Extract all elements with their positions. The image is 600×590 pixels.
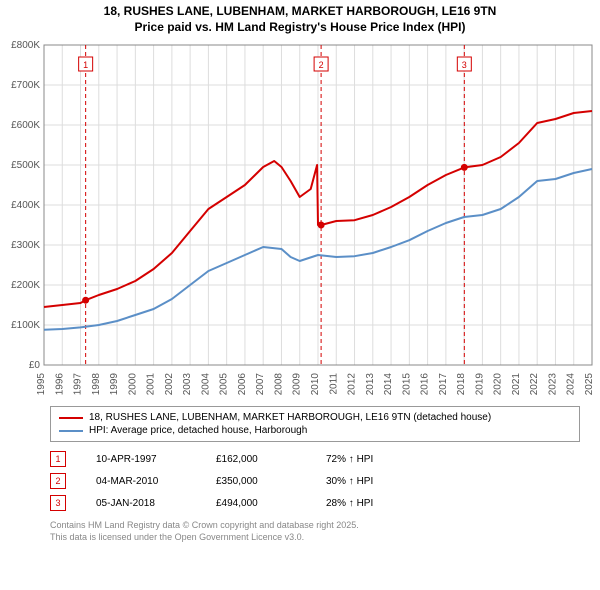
footer-line1: Contains HM Land Registry data © Crown c… <box>50 520 580 532</box>
svg-text:1996: 1996 <box>54 373 65 396</box>
sales-table: 1 10-APR-1997 £162,000 72% ↑ HPI 2 04-MAR-201… <box>50 448 580 514</box>
sale-price: £162,000 <box>216 454 296 465</box>
sale-hpi: 30% ↑ HPI <box>326 476 406 487</box>
legend-label: HPI: Average price, detached house, Harb… <box>89 425 307 436</box>
svg-text:2007: 2007 <box>255 373 266 396</box>
line-chart: £0 £100K £200K £300K £400K £500K £600K £700K £80… <box>0 37 600 397</box>
svg-text:2015: 2015 <box>401 373 412 396</box>
chart-area: £0 £100K £200K £300K £400K £500K £600K £700K £80… <box>0 37 600 402</box>
sale-hpi: 72% ↑ HPI <box>326 454 406 465</box>
svg-text:2013: 2013 <box>365 373 376 396</box>
svg-text:2000: 2000 <box>127 373 138 396</box>
sale-date: 04-MAR-2010 <box>96 476 186 487</box>
legend-label: 18, RUSHES LANE, LUBENHAM, MARKET HARBOR… <box>89 412 491 423</box>
sale-row: 3 05-JAN-2018 £494,000 28% ↑ HPI <box>50 492 580 514</box>
svg-text:2002: 2002 <box>164 373 175 396</box>
svg-text:1999: 1999 <box>109 373 120 396</box>
svg-text:2014: 2014 <box>383 373 394 396</box>
svg-text:2009: 2009 <box>292 373 303 396</box>
svg-text:£600K: £600K <box>11 120 40 131</box>
svg-text:£700K: £700K <box>11 80 40 91</box>
sale-marker: 1 <box>50 451 66 467</box>
svg-text:3: 3 <box>462 60 467 70</box>
legend-row: HPI: Average price, detached house, Harb… <box>59 424 571 437</box>
svg-text:£200K: £200K <box>11 280 40 291</box>
sale-date: 10-APR-1997 <box>96 454 186 465</box>
svg-text:1997: 1997 <box>73 373 84 396</box>
sale-hpi: 28% ↑ HPI <box>326 498 406 509</box>
sale-row: 2 04-MAR-2010 £350,000 30% ↑ HPI <box>50 470 580 492</box>
svg-text:£800K: £800K <box>11 40 40 51</box>
svg-text:2017: 2017 <box>438 373 449 396</box>
footer-line2: This data is licensed under the Open Gov… <box>50 532 580 544</box>
svg-text:1995: 1995 <box>36 373 47 396</box>
legend: 18, RUSHES LANE, LUBENHAM, MARKET HARBOR… <box>50 406 580 442</box>
svg-text:2004: 2004 <box>200 373 211 396</box>
chart-container: 18, RUSHES LANE, LUBENHAM, MARKET HARBOR… <box>0 0 600 544</box>
title-line1: 18, RUSHES LANE, LUBENHAM, MARKET HARBOR… <box>0 4 600 20</box>
svg-text:2018: 2018 <box>456 373 467 396</box>
svg-text:2020: 2020 <box>493 373 504 396</box>
title-line2: Price paid vs. HM Land Registry's House … <box>0 20 600 36</box>
svg-text:£0: £0 <box>29 360 41 371</box>
sale-marker: 2 <box>50 473 66 489</box>
footer-attribution: Contains HM Land Registry data © Crown c… <box>50 520 580 543</box>
svg-text:2011: 2011 <box>328 373 339 395</box>
sale-marker: 3 <box>50 495 66 511</box>
svg-text:2005: 2005 <box>219 373 230 396</box>
svg-text:2024: 2024 <box>566 373 577 396</box>
svg-text:1: 1 <box>83 60 88 70</box>
svg-text:£400K: £400K <box>11 200 40 211</box>
svg-text:2025: 2025 <box>584 373 595 396</box>
svg-text:2006: 2006 <box>237 373 248 396</box>
legend-swatch <box>59 417 83 419</box>
svg-text:£500K: £500K <box>11 160 40 171</box>
sale-row: 1 10-APR-1997 £162,000 72% ↑ HPI <box>50 448 580 470</box>
svg-text:2: 2 <box>319 60 324 70</box>
svg-text:2021: 2021 <box>511 373 522 396</box>
svg-text:2001: 2001 <box>146 373 157 396</box>
svg-text:1998: 1998 <box>91 373 102 396</box>
svg-text:2003: 2003 <box>182 373 193 396</box>
svg-text:2012: 2012 <box>347 373 358 396</box>
svg-text:2008: 2008 <box>273 373 284 396</box>
svg-text:2016: 2016 <box>420 373 431 396</box>
legend-swatch <box>59 430 83 432</box>
svg-text:2019: 2019 <box>474 373 485 396</box>
chart-title: 18, RUSHES LANE, LUBENHAM, MARKET HARBOR… <box>0 0 600 37</box>
svg-text:2023: 2023 <box>547 373 558 396</box>
legend-row: 18, RUSHES LANE, LUBENHAM, MARKET HARBOR… <box>59 411 571 424</box>
sale-date: 05-JAN-2018 <box>96 498 186 509</box>
sale-price: £350,000 <box>216 476 296 487</box>
svg-text:£300K: £300K <box>11 240 40 251</box>
svg-text:2010: 2010 <box>310 373 321 396</box>
svg-text:£100K: £100K <box>11 320 40 331</box>
sale-price: £494,000 <box>216 498 296 509</box>
svg-text:2022: 2022 <box>529 373 540 396</box>
